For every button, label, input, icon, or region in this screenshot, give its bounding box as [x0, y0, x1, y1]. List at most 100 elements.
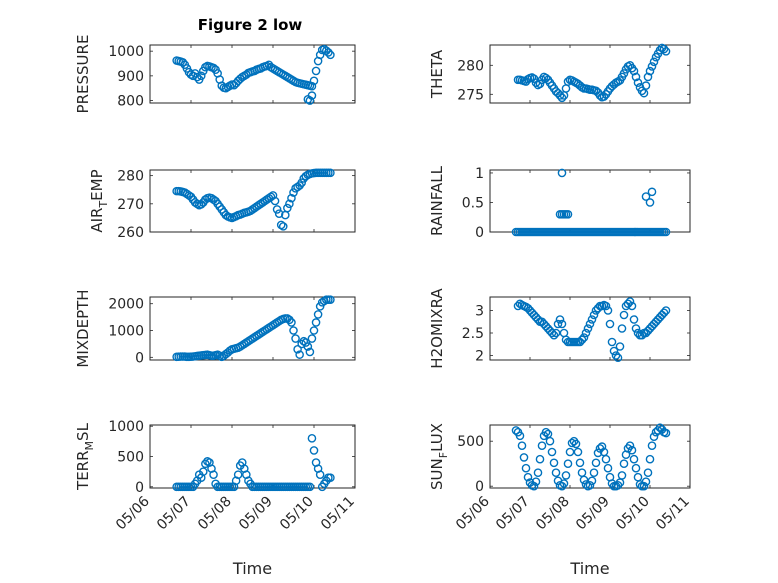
data-point — [533, 468, 543, 478]
data-point — [589, 468, 599, 478]
data-point — [278, 222, 288, 231]
data-point — [537, 441, 547, 451]
data-point — [311, 318, 321, 327]
subplot-mixdepth: 0 1000 2000 MIXDEPTH — [74, 289, 356, 368]
data-point — [585, 319, 595, 329]
data-point — [649, 432, 659, 442]
data-point — [307, 434, 317, 443]
data-point — [283, 203, 292, 213]
data-point — [192, 72, 202, 82]
data-point — [615, 342, 625, 351]
data-point — [557, 168, 567, 178]
y-tick-label: 1 — [475, 166, 484, 182]
data-point — [609, 346, 619, 356]
data-point — [587, 476, 597, 486]
data-point — [647, 62, 657, 71]
data-point — [209, 63, 218, 73]
data-point — [645, 198, 655, 207]
data-point — [545, 436, 555, 446]
data-point — [521, 463, 531, 473]
data-point — [591, 458, 601, 468]
data-point — [577, 335, 587, 345]
y-axis-label: TERRMSL — [74, 422, 96, 491]
data-point — [565, 447, 575, 457]
data-point — [295, 350, 304, 359]
data-point — [581, 480, 591, 489]
data-point — [597, 442, 607, 451]
y-tick-label: 260 — [117, 225, 144, 241]
data-point — [297, 178, 307, 187]
y-axis-label: H2OMIXRA — [428, 288, 446, 369]
data-point — [515, 431, 525, 441]
data-point — [305, 96, 315, 105]
data-point — [625, 297, 635, 306]
data-point — [319, 296, 329, 306]
data-point — [583, 324, 593, 333]
data-point — [661, 306, 671, 315]
x-axis-label: Time — [232, 559, 272, 578]
y-axis-label: AIRTEMP — [88, 169, 110, 232]
data-point — [547, 328, 557, 338]
data-point — [547, 447, 557, 457]
subplot-pressure: 800 900 1000 PRESSURE — [74, 35, 356, 113]
subplot-rainfall: 0 0.5 1 RAINFALL — [428, 165, 691, 241]
data-point — [289, 326, 298, 335]
data-point — [285, 199, 294, 209]
data-point — [233, 470, 243, 479]
data-point — [541, 427, 551, 437]
y-tick-label: 500 — [457, 434, 484, 450]
data-point — [563, 209, 573, 219]
data-point — [299, 336, 309, 346]
data-point — [315, 302, 325, 311]
data-point — [309, 76, 319, 86]
data-point — [287, 193, 296, 203]
data-point — [649, 57, 659, 67]
data-point — [567, 438, 577, 448]
data-point — [561, 471, 571, 480]
y-tick-label: 3 — [475, 304, 484, 320]
data-point — [587, 315, 597, 324]
data-point — [627, 445, 637, 455]
data-point — [563, 77, 573, 86]
data-point — [581, 328, 591, 338]
data-point — [611, 351, 621, 360]
data-point — [599, 92, 609, 101]
data-point — [324, 48, 333, 57]
data-point — [309, 326, 319, 335]
data-point — [551, 468, 561, 478]
data-point — [589, 310, 599, 320]
data-point — [661, 227, 671, 237]
data-point — [511, 426, 521, 435]
data-point — [601, 301, 611, 311]
data-point — [307, 81, 317, 91]
y-tick-label: 2.5 — [462, 326, 484, 342]
y-tick-label: 0 — [475, 225, 484, 241]
data-point — [551, 328, 561, 338]
data-point — [519, 453, 529, 462]
y-tick-label: 800 — [117, 94, 144, 110]
y-tick-label: 1000 — [108, 324, 144, 340]
data-point — [529, 481, 539, 491]
data-point — [555, 315, 565, 324]
data-point — [559, 479, 569, 488]
data-point — [607, 337, 617, 347]
y-tick-label: 2 — [475, 349, 484, 365]
y-axis-label: RAINFALL — [428, 165, 446, 236]
data-point — [209, 470, 218, 479]
data-point — [631, 463, 641, 473]
data-point — [192, 199, 202, 209]
data-point — [631, 72, 641, 82]
y-axis-label: MIXDEPTH — [74, 289, 92, 367]
data-point — [637, 86, 647, 96]
data-point — [585, 480, 595, 490]
data-point — [553, 319, 563, 329]
data-point — [549, 330, 559, 340]
data-point — [639, 481, 649, 491]
y-axis-label: THETA — [428, 49, 446, 99]
data-point — [557, 93, 567, 103]
data-point — [315, 470, 325, 479]
subplot-theta: 275 280 THETA — [428, 43, 691, 104]
data-point — [196, 71, 206, 81]
y-tick-label: 0 — [475, 479, 484, 495]
data-point — [563, 459, 573, 469]
